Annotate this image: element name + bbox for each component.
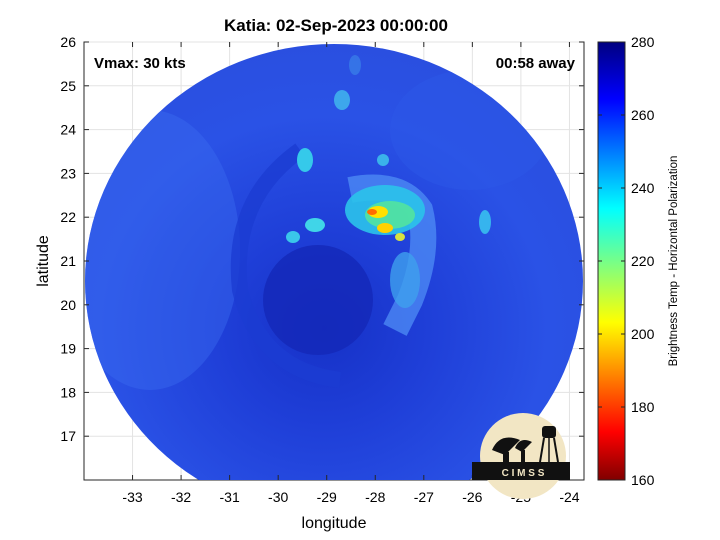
x-tick-label: -24 <box>559 489 579 505</box>
cimss-logo: C I M S S <box>472 413 570 499</box>
colorbar-tick-label: 200 <box>631 326 655 342</box>
x-tick-label: -29 <box>317 489 337 505</box>
colorbar-tick-label: 180 <box>631 399 655 415</box>
colorbar <box>597 41 626 481</box>
y-tick-label: 20 <box>60 297 76 313</box>
y-axis-label: latitude <box>35 235 52 287</box>
x-tick-label: -30 <box>268 489 288 505</box>
colorbar-tick-label: 220 <box>631 253 655 269</box>
cimss-logo-text: C I M S S <box>502 468 545 479</box>
x-tick-label: -28 <box>365 489 385 505</box>
y-tick-label: 21 <box>60 253 76 269</box>
x-tick-label: -32 <box>171 489 191 505</box>
y-tick-label: 17 <box>60 428 76 444</box>
x-tick-label: -31 <box>220 489 240 505</box>
colorbar-tick-label: 280 <box>631 34 655 50</box>
colorbar-tick-label: 260 <box>631 107 655 123</box>
chart-title: Katia: 02-Sep-2023 00:00:00 <box>224 16 448 35</box>
colorbar-label: Brightness Temp - Horizontal Polarizatio… <box>668 156 680 367</box>
y-tick-label: 26 <box>60 34 76 50</box>
x-tick-labels: -33-32-31-30-29-28-27-26-25-24 <box>122 489 579 505</box>
vmax-label: Vmax: 30 kts <box>94 55 186 72</box>
y-tick-label: 19 <box>60 341 76 357</box>
colorbar-ticks: 160 180 200 220 240 260 280 <box>598 34 655 488</box>
time-away-label: 00:58 away <box>496 55 576 72</box>
y-tick-label: 23 <box>60 165 76 181</box>
y-tick-label: 24 <box>60 122 76 138</box>
y-tick-label: 22 <box>60 209 76 225</box>
colorbar-tick-label: 160 <box>631 472 655 488</box>
y-tick-label: 18 <box>60 384 76 400</box>
x-tick-label: -26 <box>462 489 482 505</box>
x-tick-label: -33 <box>122 489 142 505</box>
x-tick-label: -27 <box>414 489 434 505</box>
y-tick-labels: 17 18 19 20 21 22 23 24 25 26 <box>60 34 76 444</box>
x-axis-label: longitude <box>302 515 367 532</box>
colorbar-tick-label: 240 <box>631 180 655 196</box>
y-tick-label: 25 <box>60 78 76 94</box>
